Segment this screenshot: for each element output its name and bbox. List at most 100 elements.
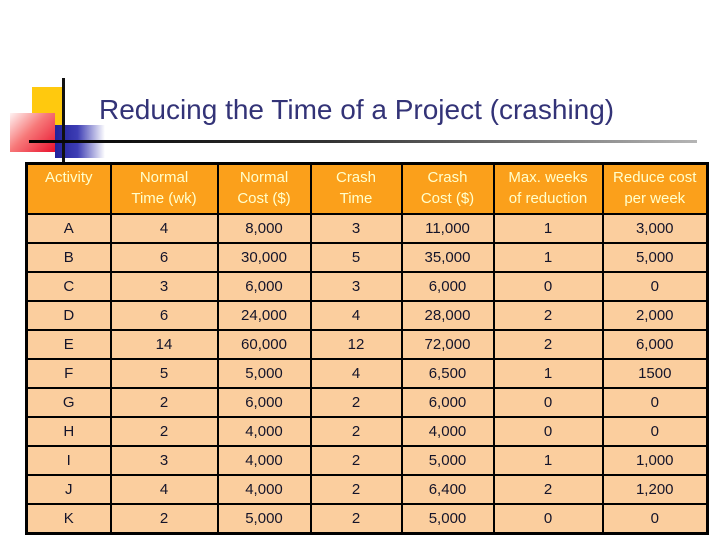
table-cell: 6,000 xyxy=(216,271,312,302)
table-cell: 3 xyxy=(109,445,219,476)
table-cell: 0 xyxy=(492,271,604,302)
table-cell: 5,000 xyxy=(216,503,312,535)
table-cell: 5,000 xyxy=(400,503,495,535)
table-cell: 2 xyxy=(309,387,403,418)
table-cell: 14 xyxy=(109,329,219,360)
column-header: Reduce cost per week xyxy=(601,162,709,215)
table-cell: 35,000 xyxy=(400,242,495,273)
table-cell: 4 xyxy=(109,474,219,505)
title-underline xyxy=(29,140,697,143)
table-cell: 2 xyxy=(492,329,604,360)
column-header: Crash Cost ($) xyxy=(400,162,495,215)
table-cell: I xyxy=(25,445,112,476)
table-row: B 6 30,000 5 35,000 1 5,000 xyxy=(25,242,709,273)
table-cell: B xyxy=(25,242,112,273)
table-cell: D xyxy=(25,300,112,331)
table-cell: 2 xyxy=(492,474,604,505)
table-cell: 0 xyxy=(601,387,709,418)
table-row: F 5 5,000 4 6,500 1 1500 xyxy=(25,358,709,389)
table-cell: 3,000 xyxy=(601,213,709,244)
table-cell: 5 xyxy=(109,358,219,389)
crash-table: Activity Normal Time (wk) Normal Cost ($) C… xyxy=(25,162,709,535)
table-cell: 28,000 xyxy=(400,300,495,331)
table-cell: 4,000 xyxy=(216,416,312,447)
table-cell: 2 xyxy=(109,416,219,447)
table-cell: 0 xyxy=(492,387,604,418)
table-cell: 60,000 xyxy=(216,329,312,360)
column-header: Activity xyxy=(25,162,112,215)
table-row: C 3 6,000 3 6,000 0 0 xyxy=(25,271,709,302)
table-cell: 6,000 xyxy=(601,329,709,360)
table-row: E 14 60,000 12 72,000 2 6,000 xyxy=(25,329,709,360)
column-header: Normal Time (wk) xyxy=(109,162,219,215)
table-row: I 3 4,000 2 5,000 1 1,000 xyxy=(25,445,709,476)
table-cell: 4,000 xyxy=(216,445,312,476)
table-cell: 1500 xyxy=(601,358,709,389)
table-cell: 6,000 xyxy=(216,387,312,418)
table-cell: J xyxy=(25,474,112,505)
table-cell: 2 xyxy=(109,503,219,535)
table-cell: 3 xyxy=(309,271,403,302)
table-cell: 4 xyxy=(309,358,403,389)
table-cell: 1 xyxy=(492,242,604,273)
table-cell: 0 xyxy=(601,503,709,535)
table-cell: 72,000 xyxy=(400,329,495,360)
table-row: A 4 8,000 3 11,000 1 3,000 xyxy=(25,213,709,244)
column-header: Normal Cost ($) xyxy=(216,162,312,215)
table-body: A 4 8,000 3 11,000 1 3,000 B 6 30,000 5 35,000 1 5,00… xyxy=(25,213,709,535)
table-cell: 6 xyxy=(109,242,219,273)
table-cell: A xyxy=(25,213,112,244)
table-cell: 1,200 xyxy=(601,474,709,505)
table-cell: 5,000 xyxy=(601,242,709,273)
table-cell: 6 xyxy=(109,300,219,331)
table-row: D 6 24,000 4 28,000 2 2,000 xyxy=(25,300,709,331)
table-cell: 6,000 xyxy=(400,271,495,302)
table-cell: 4 xyxy=(309,300,403,331)
table-cell: 2 xyxy=(309,416,403,447)
table-cell: 5,000 xyxy=(216,358,312,389)
table-cell: 3 xyxy=(309,213,403,244)
table-cell: 8,000 xyxy=(216,213,312,244)
table-cell: 4 xyxy=(109,213,219,244)
table-cell: K xyxy=(25,503,112,535)
decoration-red-square-icon xyxy=(10,113,55,152)
table-cell: 0 xyxy=(601,416,709,447)
table-row: H 2 4,000 2 4,000 0 0 xyxy=(25,416,709,447)
table-cell: 1 xyxy=(492,445,604,476)
table-cell: 6,500 xyxy=(400,358,495,389)
column-header: Max. weeks of reduction xyxy=(492,162,604,215)
table-cell: 11,000 xyxy=(400,213,495,244)
table-cell: 1 xyxy=(492,213,604,244)
table-cell: 2,000 xyxy=(601,300,709,331)
table-cell: 0 xyxy=(492,416,604,447)
table-cell: 4,000 xyxy=(216,474,312,505)
table-cell: C xyxy=(25,271,112,302)
page-title: Reducing the Time of a Project (crashing… xyxy=(99,94,615,125)
table-cell: 24,000 xyxy=(216,300,312,331)
table-cell: 2 xyxy=(109,387,219,418)
table-cell: 12 xyxy=(309,329,403,360)
table-row: G 2 6,000 2 6,000 0 0 xyxy=(25,387,709,418)
table-cell: 0 xyxy=(601,271,709,302)
table-cell: H xyxy=(25,416,112,447)
table-cell: 2 xyxy=(309,503,403,535)
decoration-vertical-line xyxy=(62,78,65,162)
table-row: K 2 5,000 2 5,000 0 0 xyxy=(25,503,709,535)
table-cell: E xyxy=(25,329,112,360)
table-cell: 3 xyxy=(109,271,219,302)
table-cell: 1,000 xyxy=(601,445,709,476)
table-cell: 4,000 xyxy=(400,416,495,447)
table-cell: 5,000 xyxy=(400,445,495,476)
column-header: Crash Time xyxy=(309,162,403,215)
table-cell: 6,000 xyxy=(400,387,495,418)
header-row: Activity Normal Time (wk) Normal Cost ($) C… xyxy=(25,162,709,215)
table-row: J 4 4,000 2 6,400 2 1,200 xyxy=(25,474,709,505)
table-cell: 5 xyxy=(309,242,403,273)
table-cell: 1 xyxy=(492,358,604,389)
table-cell: 2 xyxy=(309,445,403,476)
table-cell: F xyxy=(25,358,112,389)
table-cell: 2 xyxy=(309,474,403,505)
table-cell: 0 xyxy=(492,503,604,535)
table-cell: 30,000 xyxy=(216,242,312,273)
